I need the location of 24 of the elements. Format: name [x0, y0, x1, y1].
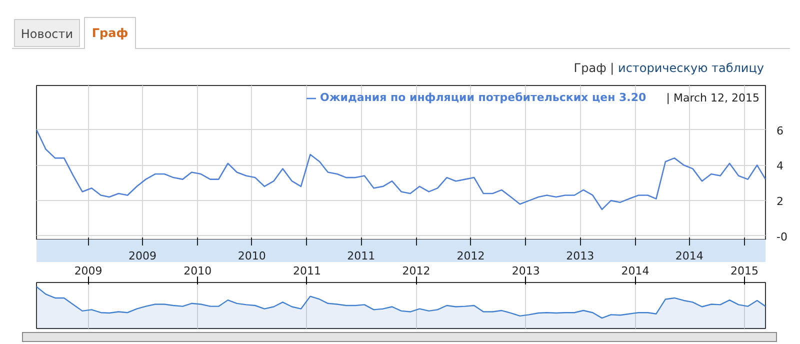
- x-tick-label: 2012: [402, 264, 430, 278]
- line-series: [36, 129, 766, 210]
- x-tick-label: 2010: [238, 250, 266, 262]
- legend-label: Ожидания по инфляции потребительских цен 3.20: [320, 91, 646, 104]
- text: Граф: [84, 17, 136, 49]
- annotation: | March 12, 2015: [666, 92, 760, 104]
- x-tick-label: 2013: [512, 264, 540, 278]
- x-tick-label: 2012: [456, 250, 485, 262]
- x-tick-label: 2014: [621, 264, 650, 278]
- x-tick-label: 2011: [347, 250, 376, 262]
- y-tick-label: -0: [776, 230, 788, 244]
- text: Новости: [14, 19, 80, 47]
- y-tick-label: 4: [776, 160, 784, 173]
- x-tick-label: 2009: [74, 264, 102, 278]
- x-tick-label: 2009: [128, 250, 157, 262]
- text: историческую таблицу: [618, 61, 764, 75]
- x-tick-label: 2011: [292, 264, 321, 278]
- y-tick-label: 6: [776, 124, 784, 138]
- x-tick-label: 2013: [566, 250, 594, 262]
- x-tick-label: 2010: [184, 264, 212, 278]
- x-tick-label: 2015: [730, 264, 759, 278]
- y-tick-label: 2: [776, 195, 784, 208]
- text: Граф |: [574, 61, 614, 75]
- x-tick-label: 2014: [675, 250, 704, 262]
